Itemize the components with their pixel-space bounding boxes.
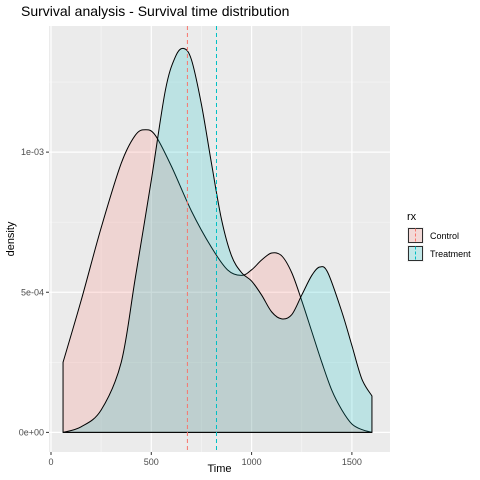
mean-lines <box>186 26 217 452</box>
density-area-control <box>62 129 373 433</box>
legend: rx Control Treatment <box>407 211 471 262</box>
legend-label-treatment: Treatment <box>430 249 471 259</box>
x-tick-label: 500 <box>144 457 159 467</box>
x-axis: 0 500 1000 1500 <box>48 452 362 467</box>
x-axis-label: Time <box>207 463 231 475</box>
y-tick-label: 0e+00 <box>19 427 44 437</box>
y-axis: 0e+00 5e-04 1e-03 <box>19 147 49 437</box>
x-tick-label: 0 <box>48 457 53 467</box>
y-axis-label: density <box>5 221 17 256</box>
y-tick-label: 1e-03 <box>21 147 44 157</box>
y-tick-label: 5e-04 <box>21 287 44 297</box>
chart-title: Survival analysis - Survival time distri… <box>21 3 289 19</box>
plot-panel <box>49 26 390 452</box>
legend-title: rx <box>407 211 417 223</box>
x-tick-label: 1500 <box>342 457 362 467</box>
density-area-treatment <box>62 47 373 433</box>
legend-label-control: Control <box>430 231 459 241</box>
x-tick-label: 1000 <box>242 457 262 467</box>
density-areas <box>62 47 373 433</box>
grid-minor <box>49 26 390 452</box>
